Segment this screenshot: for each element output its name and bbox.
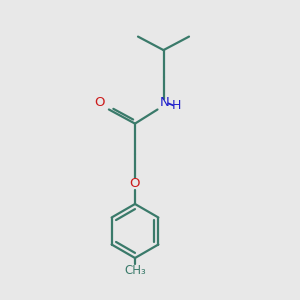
- Text: CH₃: CH₃: [124, 264, 146, 278]
- Text: O: O: [95, 96, 105, 109]
- Text: O: O: [130, 177, 140, 190]
- Text: H: H: [171, 99, 181, 112]
- Text: N: N: [160, 96, 170, 109]
